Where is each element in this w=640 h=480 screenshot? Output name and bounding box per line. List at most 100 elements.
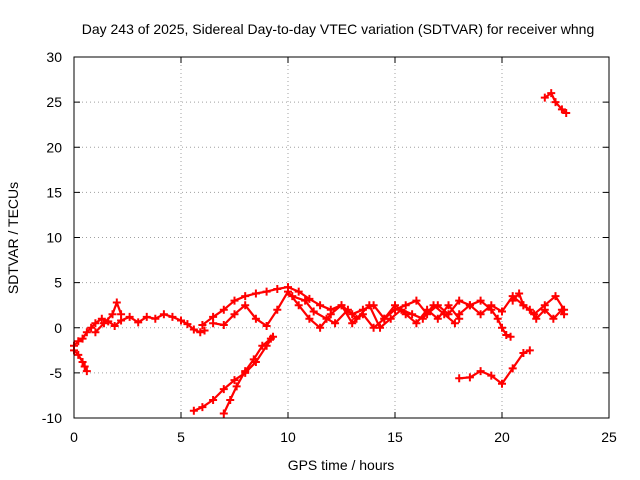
data-point-marker [498,379,506,388]
data-point-marker [209,319,218,328]
data-point-marker [476,296,485,305]
data-point-marker [198,321,207,330]
data-point-marker [177,316,185,325]
data-point-marker [487,371,496,380]
data-point-marker [273,284,282,293]
series-line [72,313,206,347]
data-point-marker [547,89,556,98]
data-point-marker [476,310,485,319]
data-point-marker [151,314,160,323]
data-point-marker [301,296,310,305]
data-point-marker [219,409,228,418]
data-point-marker [386,314,395,323]
data-point-marker [455,374,464,383]
x-tick-label: 20 [494,429,510,445]
data-point-marker [142,312,151,321]
data-point-marker [408,310,417,319]
data-point-marker [183,320,192,329]
data-point-marker [99,319,108,328]
data-point-marker [91,328,100,337]
data-point-marker [343,305,352,314]
data-point-marker [331,319,340,328]
data-point-marker [465,373,474,382]
tick-layer: 0 5 10 15 20 25 -10 -5 0 5 10 15 20 25 30 [42,49,617,445]
data-point-marker [440,310,449,319]
data-point-marker [498,307,506,316]
data-point-marker [230,376,239,385]
data-point-marker [316,323,325,332]
x-tick-label: 10 [280,429,296,445]
data-point-marker [429,301,438,310]
data-point-marker [91,319,100,328]
series-track-8 [508,289,569,323]
data-point-marker [74,337,83,346]
data-point-marker [74,350,83,359]
data-point-marker [232,382,241,391]
series-track-7 [455,296,515,341]
data-point-marker [226,395,235,404]
data-point-marker [249,355,258,364]
data-point-marker [241,301,250,310]
x-tick-label: 0 [70,429,78,445]
data-point-marker [189,406,198,415]
data-point-marker [525,346,534,355]
data-point-marker [230,310,239,319]
data-point-marker [508,364,517,373]
data-point-marker [519,349,528,358]
data-point-marker [273,305,282,314]
y-tick-label: 0 [54,320,62,336]
series-track-6 [288,292,459,332]
data-point-marker [251,314,260,323]
series-track-1 [70,310,209,350]
series-line [94,301,123,334]
data-point-marker [549,314,558,323]
data-point-marker [557,305,566,314]
data-point-marker [262,321,271,330]
data-point-marker [352,314,361,323]
plot-frame [73,56,610,419]
data-point-marker [322,314,331,323]
data-point-marker [198,403,207,412]
x-tick-label: 15 [387,429,403,445]
series-track-12 [540,89,571,117]
data-point-marker [97,314,106,323]
series-line [458,349,531,385]
y-tick-label: 10 [46,230,62,246]
data-point-marker [560,310,569,319]
data-point-marker [326,310,335,319]
series-track-9 [189,332,278,415]
data-point-marker [241,292,250,301]
y-tick-label: 15 [46,184,62,200]
chart-title: Day 243 of 2025, Sidereal Day-to-day VTE… [82,21,595,37]
data-point-marker [316,301,325,310]
data-point-marker [294,301,303,310]
y-tick-label: 5 [54,275,62,291]
data-point-marker [294,287,303,296]
data-point-marker [348,319,357,328]
series-line [291,295,456,329]
data-point-marker [444,301,453,310]
data-point-marker [284,287,292,296]
x-axis-label: GPS time / hours [288,457,395,473]
data-point-marker [241,367,250,376]
data-point-marker [251,289,260,298]
data-point-marker [401,301,410,310]
series-track-10 [219,334,275,418]
data-point-marker [412,296,421,305]
series-track-2 [70,346,91,376]
series-layer [70,89,571,418]
data-point-marker [391,301,399,310]
data-point-marker [365,301,374,310]
data-point-marker [455,310,464,319]
data-point-marker [540,93,549,102]
data-point-marker [515,289,524,298]
y-tick-label: 20 [46,139,62,155]
data-point-marker [397,305,406,314]
data-point-marker [476,367,485,376]
data-point-marker [487,305,496,314]
data-point-marker [418,314,427,323]
data-point-marker [219,305,228,314]
data-point-marker [502,330,511,339]
data-point-marker [508,296,517,305]
data-point-marker [78,334,87,343]
